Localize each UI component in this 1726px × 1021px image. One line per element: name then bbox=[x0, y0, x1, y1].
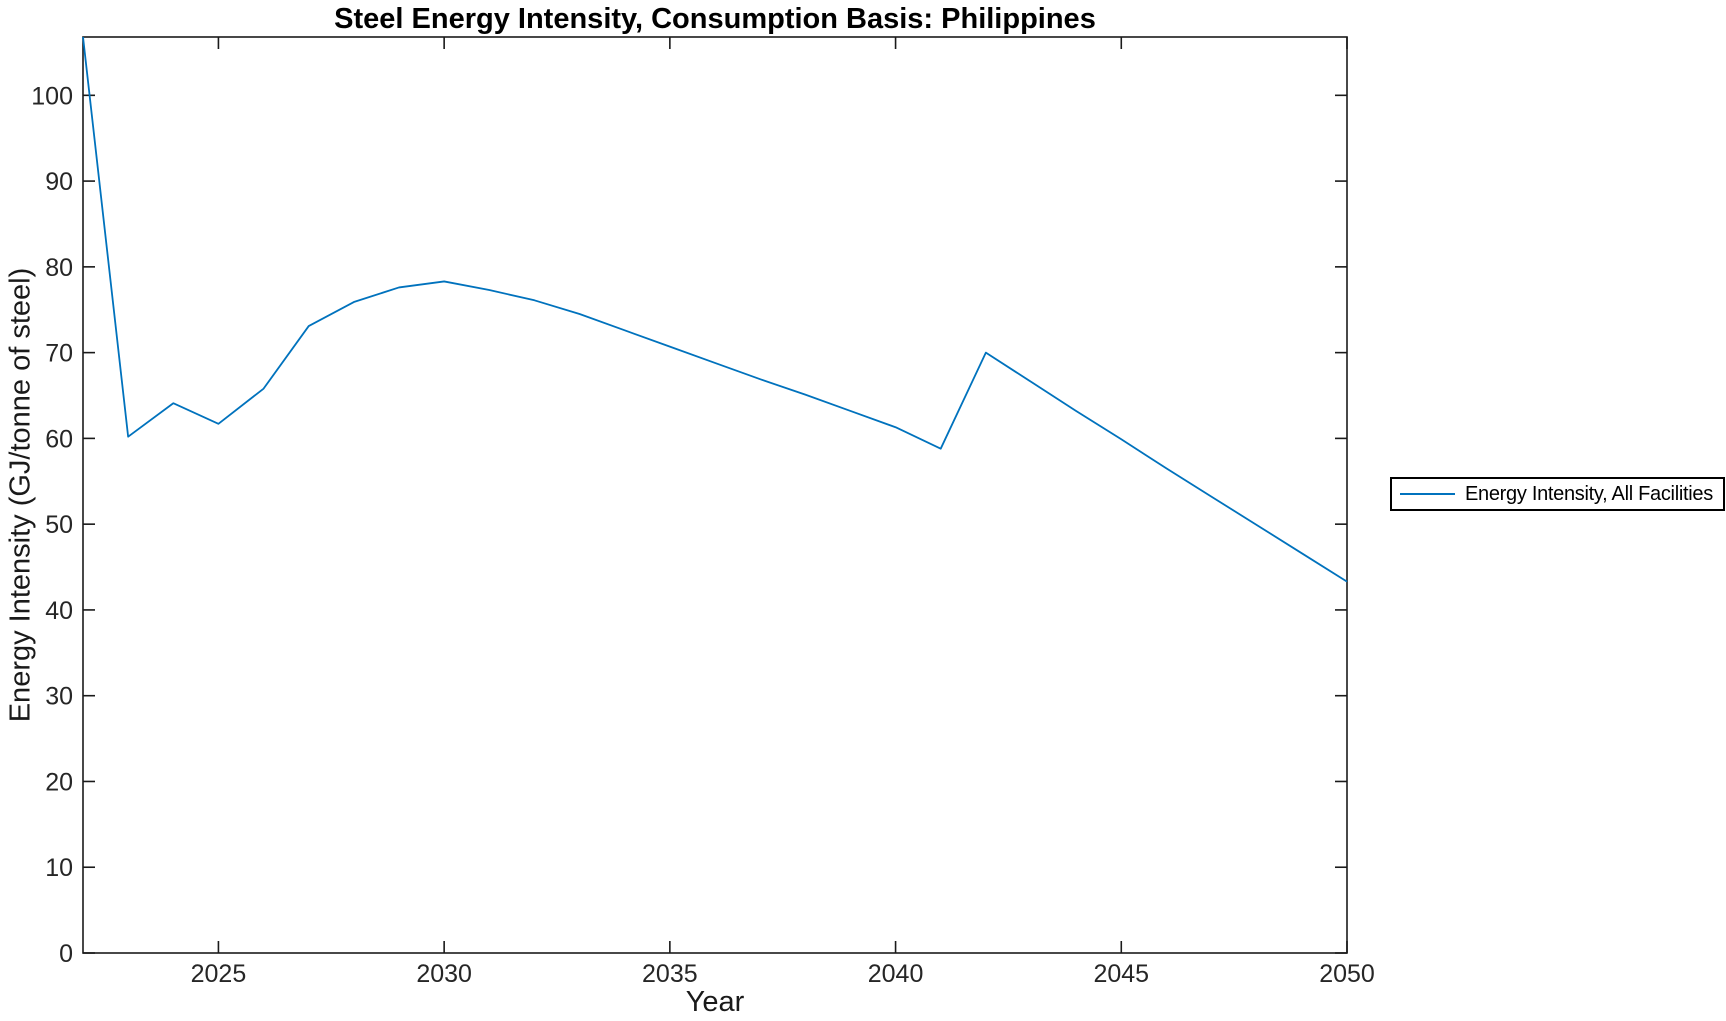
y-tick-label: 70 bbox=[45, 340, 73, 368]
legend-line-sample bbox=[1400, 493, 1455, 495]
x-tick-label: 2035 bbox=[642, 960, 698, 988]
x-tick-label: 2050 bbox=[1319, 960, 1375, 988]
x-tick-label: 2030 bbox=[416, 960, 472, 988]
y-tick-label: 0 bbox=[59, 940, 73, 968]
legend-entry-label: Energy Intensity, All Facilities bbox=[1465, 482, 1713, 505]
chart-title: Steel Energy Intensity, Consumption Basi… bbox=[334, 3, 1096, 35]
y-tick-label: 80 bbox=[45, 254, 73, 282]
y-tick-label: 60 bbox=[45, 425, 73, 453]
y-tick-label: 20 bbox=[45, 768, 73, 796]
y-tick-label: 40 bbox=[45, 597, 73, 625]
y-tick-label: 50 bbox=[45, 511, 73, 539]
y-tick-label: 10 bbox=[45, 854, 73, 882]
y-tick-label: 90 bbox=[45, 168, 73, 196]
axes-box bbox=[82, 36, 1348, 954]
x-tick-label: 2040 bbox=[868, 960, 924, 988]
y-tick-label: 100 bbox=[31, 82, 73, 110]
y-tick-label: 30 bbox=[45, 683, 73, 711]
legend: Energy Intensity, All Facilities bbox=[1390, 477, 1725, 511]
data-line bbox=[82, 36, 1348, 583]
x-tick-label: 2045 bbox=[1093, 960, 1149, 988]
x-axis-label: Year bbox=[685, 986, 745, 1018]
x-tick-label: 2025 bbox=[191, 960, 247, 988]
